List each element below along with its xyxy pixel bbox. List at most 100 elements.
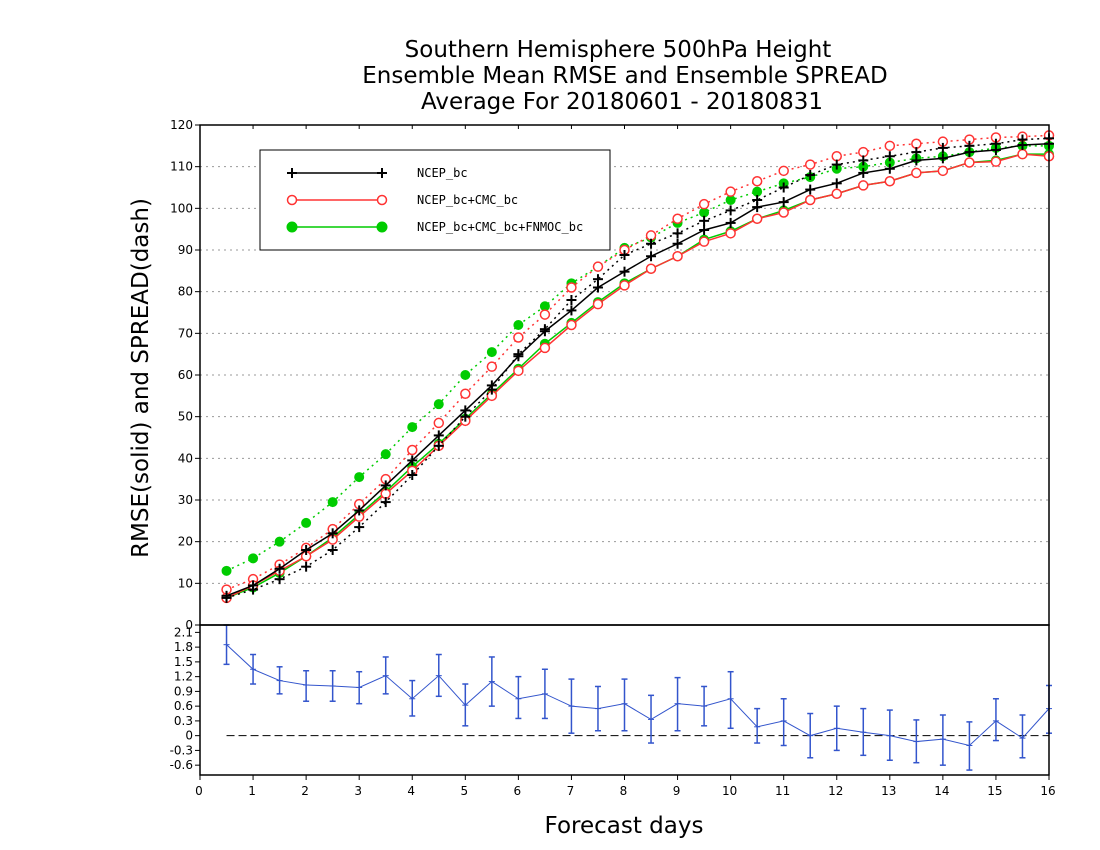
rmse-point-ncep-bc-cmc-bc [990, 156, 1002, 167]
spread-point-ncep-bc-cmc-bc [911, 138, 922, 149]
x-tick-label: 2 [301, 784, 309, 798]
chart-title-group: Southern Hemisphere 500hPa Height Ensemb… [362, 37, 887, 115]
x-tick-label: 10 [722, 784, 737, 798]
x-tick-label: 4 [407, 784, 415, 798]
rmse-point-ncep-bc-cmc-bc [380, 488, 391, 499]
y-tick-label-bottom: 2.1 [174, 625, 193, 639]
rmse-point-ncep-bc-cmc-bc [619, 280, 630, 291]
spread-point-ncep-bc-cmc-bc [778, 165, 789, 177]
y-tick-label-bottom: 0.9 [174, 684, 193, 698]
spread-point-ncep-bc-cmc-bc [513, 332, 524, 343]
rmse-point-ncep-bc-cmc-bc [592, 298, 604, 310]
spread-point-ncep-bc-cmc-bc-fnmoc-bc [274, 536, 285, 547]
rmse-point-ncep-bc-cmc-bc [645, 263, 657, 274]
rmse-point-ncep-bc-cmc-bc [804, 194, 816, 206]
spread-point-ncep-bc-cmc-bc [884, 140, 896, 152]
rmse-point-ncep-bc-cmc-bc [911, 167, 922, 179]
difference-line [226, 644, 1050, 747]
y-tick-label-top: 90 [178, 243, 193, 257]
y-tick-label-top: 110 [170, 160, 193, 174]
x-tick-label: 8 [620, 784, 628, 798]
rmse-point-ncep-bc-cmc-bc [698, 236, 710, 247]
spread-point-ncep-bc-cmc-bc [725, 186, 736, 197]
spread-point-ncep-bc-cmc-bc-fnmoc-bc [407, 422, 418, 433]
plot-layer: 0102030405060708090100110120-0.6-0.300.3… [170, 118, 1056, 798]
spread-point-ncep-bc-cmc-bc-fnmoc-bc [752, 186, 763, 197]
spread-point-ncep-bc-cmc-bc [539, 309, 551, 320]
spread-point-ncep-bc-cmc-bc [407, 444, 418, 456]
rmse-point-ncep-bc-cmc-bc [964, 157, 975, 168]
spread-point-ncep-bc-cmc-bc [592, 261, 604, 272]
y-tick-label-bottom: 0 [185, 729, 193, 743]
rmse-point-ncep-bc-cmc-bc [831, 188, 842, 199]
y-tick-label-top: 30 [178, 493, 193, 507]
spread-point-ncep-bc-cmc-bc [486, 361, 498, 372]
chart-title-line-3: Average For 20180601 - 20180831 [421, 89, 823, 115]
x-tick-label: 7 [567, 784, 575, 798]
rmse-point-ncep-bc-cmc-bc [1017, 148, 1028, 160]
y-tick-label-top: 50 [178, 410, 193, 424]
x-tick-label: 3 [354, 784, 362, 798]
y-tick-label-top: 70 [178, 326, 193, 340]
y-axis-label: RMSE(solid) and SPREAD(dash) [128, 198, 154, 558]
spread-point-ncep-bc-cmc-bc [433, 417, 445, 429]
rmse-line-ncep-bc [226, 143, 1050, 597]
x-tick-label: 6 [514, 784, 522, 798]
y-tick-label-bottom: 1.5 [174, 655, 193, 669]
rmse-point-ncep-bc-cmc-bc [778, 207, 789, 218]
spread-point-ncep-bc-cmc-bc [751, 176, 763, 187]
y-tick-label-bottom: 1.8 [174, 640, 193, 654]
spread-point-ncep-bc-cmc-bc-fnmoc-bc [301, 517, 312, 528]
x-tick-label: 16 [1040, 784, 1055, 798]
x-tick-label: 15 [987, 784, 1002, 798]
y-tick-label-top: 120 [170, 118, 193, 132]
y-tick-label-top: 10 [178, 576, 193, 590]
spread-point-ncep-bc-cmc-bc [566, 282, 577, 293]
rmse-point-ncep-bc-cmc-bc [672, 251, 683, 262]
spread-point-ncep-bc-cmc-bc [804, 159, 816, 170]
y-tick-label-top: 20 [178, 535, 193, 549]
x-tick-label: 12 [828, 784, 843, 798]
x-tick-label: 13 [881, 784, 896, 798]
rmse-point-ncep-bc-cmc-bc [937, 165, 949, 177]
legend-label-ncep-bc-cmc-bc-fnmoc-bc: NCEP_bc+CMC_bc+FNMOC_bc [417, 220, 583, 234]
spread-point-ncep-bc-cmc-bc-fnmoc-bc [221, 565, 232, 576]
rmse-point-ncep-bc-cmc-bc [858, 180, 869, 191]
rmse-point-ncep-bc-cmc-bc [884, 176, 896, 187]
spread-point-ncep-bc-cmc-bc-fnmoc-bc [433, 399, 444, 410]
x-tick-label: 9 [673, 784, 681, 798]
y-tick-label-top: 0 [185, 618, 193, 632]
chart-title-line-1: Southern Hemisphere 500hPa Height [405, 37, 832, 63]
rmse-point-ncep-bc-cmc-bc [725, 228, 736, 239]
y-tick-label-bottom: 1.2 [174, 670, 193, 684]
legend: NCEP_bc NCEP_bc+CMC_bc NCEP_bc+CMC_bc+FNMO… [259, 149, 611, 251]
spread-point-ncep-bc-cmc-bc-fnmoc-bc [248, 553, 259, 564]
legend-label-ncep-bc-cmc-bc: NCEP_bc+CMC_bc [417, 193, 518, 207]
legend-marker-ncep-bc-cmc-bc-fnmoc-bc [286, 221, 298, 233]
y-tick-label-bottom: 0.6 [174, 699, 193, 713]
x-tick-label: 5 [460, 784, 468, 798]
spread-point-ncep-bc-cmc-bc [672, 213, 683, 224]
legend-marker-ncep-bc-cmc-bc-fnmoc-bc [376, 221, 388, 233]
y-tick-label-bottom: -0.3 [170, 743, 193, 757]
y-tick-label-top: 100 [170, 201, 193, 215]
spread-point-ncep-bc-cmc-bc [460, 388, 471, 399]
rmse-point-ncep-bc-cmc-bc [513, 365, 524, 377]
y-tick-label-bottom: 0.3 [174, 714, 193, 728]
spread-point-ncep-bc-cmc-bc-fnmoc-bc [380, 449, 391, 460]
spread-point-ncep-bc-cmc-bc-fnmoc-bc [327, 497, 338, 508]
y-tick-label-bottom: -0.6 [170, 758, 193, 772]
spread-point-ncep-bc-cmc-bc-fnmoc-bc [354, 472, 365, 483]
legend-marker-ncep-bc-cmc-bc [376, 194, 388, 206]
spread-line-ncep-bc-cmc-bc-fnmoc-bc [226, 145, 1049, 572]
legend-marker-ncep-bc-cmc-bc [286, 194, 298, 206]
x-tick-label: 1 [248, 784, 256, 798]
spread-point-ncep-bc-cmc-bc-fnmoc-bc [460, 370, 471, 380]
rmse-point-ncep-bc-cmc-bc [539, 342, 551, 354]
spread-point-ncep-bc-cmc-bc [858, 146, 869, 158]
chart-title-line-2: Ensemble Mean RMSE and Ensemble SPREAD [362, 63, 887, 89]
spread-point-ncep-bc-cmc-bc [831, 151, 842, 162]
x-tick-label: 14 [934, 784, 949, 798]
x-tick-label: 11 [775, 784, 790, 798]
